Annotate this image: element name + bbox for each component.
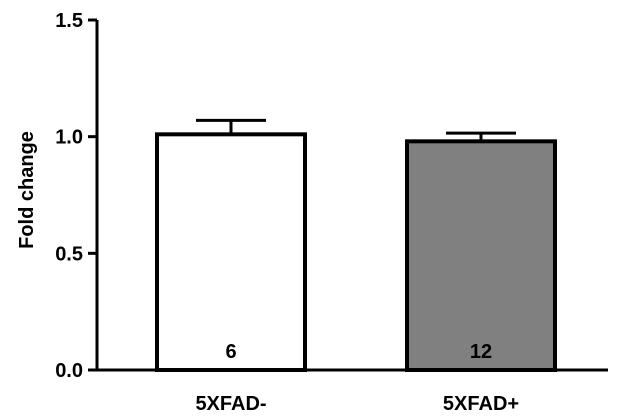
y-tick-label: 1.5	[55, 10, 83, 32]
y-tick-label: 0.5	[55, 243, 83, 265]
bar-count-label: 12	[470, 341, 492, 363]
bar-count-label: 6	[225, 341, 236, 363]
x-tick-label: 5XFAD-	[195, 393, 266, 415]
y-axis-label: Fold change	[16, 131, 38, 249]
tick-labels: 0.0 0.5 1.0 1.5 5XFAD- 5XFAD+	[55, 10, 519, 415]
bar	[155, 132, 307, 372]
y-tick-label: 0.0	[55, 360, 83, 382]
y-tick-label: 1.0	[55, 127, 83, 149]
bars: 6 12	[155, 118, 557, 372]
bar	[405, 139, 557, 372]
x-tick-label: 5XFAD+	[443, 393, 519, 415]
